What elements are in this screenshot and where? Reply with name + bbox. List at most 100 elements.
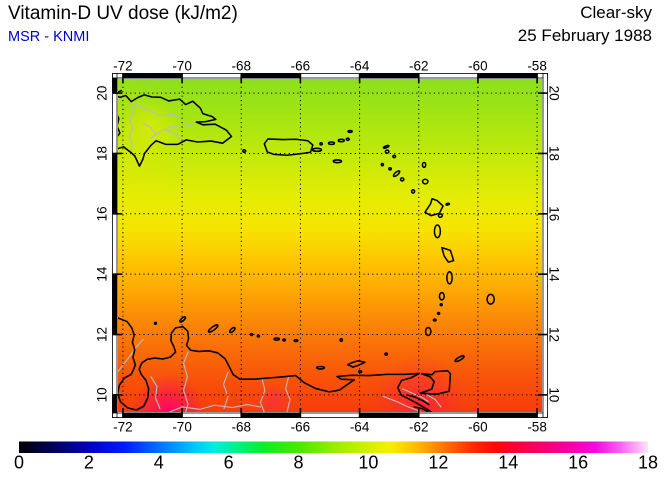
venezuela-river <box>259 378 266 413</box>
hispaniola-river <box>165 129 182 141</box>
barbuda-island <box>421 161 427 169</box>
colorbar-tick-label: 14 <box>498 453 518 473</box>
bequia-island <box>439 302 444 307</box>
axis-tick-label: -72 <box>113 59 133 74</box>
la-tortuga-island <box>315 365 326 370</box>
carriacou-island <box>432 318 437 322</box>
frame-inner-hairline <box>117 78 543 413</box>
st-croix-island <box>332 159 343 164</box>
axis-tick-label: -62 <box>409 420 429 435</box>
venezuela-river <box>150 376 161 410</box>
tobago-island <box>454 355 465 363</box>
axis-tick-label: 12 <box>95 327 110 342</box>
mona-island <box>241 149 247 154</box>
st-eustatius-island <box>388 167 393 171</box>
axis-tick-label: -58 <box>527 59 547 74</box>
colorbar-tick-label: 2 <box>84 453 94 473</box>
orinoco-delta-river <box>382 395 421 413</box>
axis-tick-label: -62 <box>409 59 429 74</box>
antigua-island <box>421 178 429 185</box>
venezuela-river <box>183 351 189 413</box>
axis-tick-label: -58 <box>527 420 547 435</box>
st-barth-island <box>392 154 397 159</box>
axis-tick-label: 10 <box>547 387 562 402</box>
axis-tick-label: 14 <box>547 267 562 283</box>
st-thomas-island <box>327 141 336 146</box>
axis-tick-label: -64 <box>350 420 370 435</box>
st-kitts-island <box>392 170 401 178</box>
axis-tick-label: 10 <box>95 387 110 402</box>
canouan-island <box>436 311 441 316</box>
aruba-island <box>179 316 187 323</box>
axis-tick-label: 20 <box>547 86 562 101</box>
los-testigos-island <box>384 352 389 356</box>
marie-galante-island <box>437 213 444 219</box>
source-label: MSR - KNMI <box>8 29 90 45</box>
axis-tick-label: 18 <box>95 146 110 161</box>
axis-tick-label: -72 <box>113 420 133 435</box>
anguilla-island <box>382 144 390 149</box>
guadeloupe-coast <box>424 197 444 217</box>
date-label: 25 February 1988 <box>517 26 652 45</box>
axis-tick-label: -66 <box>291 420 311 435</box>
puerto-rico-coast <box>263 138 314 157</box>
axis-tick-label: -60 <box>468 420 488 435</box>
venezuela-river <box>285 376 291 413</box>
colorbar-tick-label: 10 <box>358 453 378 473</box>
fancy-map-frame <box>112 73 548 418</box>
st-lucia-island <box>446 270 453 285</box>
los-monjes-island <box>153 321 158 326</box>
colorbar-tick-label: 12 <box>428 453 448 473</box>
rivers-and-borders-layer <box>116 102 442 413</box>
culebra-island <box>319 141 324 146</box>
hispaniola-coast <box>116 94 233 167</box>
axis-tick-label: -64 <box>350 59 370 74</box>
los-roques-islands <box>273 337 281 341</box>
page-title: Vitamin-D UV dose (kJ/m2) <box>8 3 238 24</box>
las-aves-islands <box>256 334 261 338</box>
margarita-coast <box>346 360 366 368</box>
axis-tick-label: -68 <box>231 420 251 435</box>
axis-tick-label: -70 <box>172 420 192 435</box>
graticule-layer <box>117 78 543 413</box>
axis-tick-label: -70 <box>172 59 192 74</box>
saba-island <box>380 162 385 167</box>
colorbar-tick-label: 18 <box>638 453 658 473</box>
map-canvas <box>116 77 543 413</box>
tortuga-island-coast <box>116 89 123 94</box>
hispaniola-river <box>150 122 196 139</box>
colorbar-tick-label: 6 <box>224 453 234 473</box>
coastline-layer <box>116 89 495 413</box>
grenada-island <box>424 326 432 337</box>
colorbar-tick-label: 4 <box>154 453 164 473</box>
la-desirade-island <box>445 202 451 206</box>
axis-tick-label: -60 <box>468 59 488 74</box>
la-orchila-island <box>293 338 299 343</box>
virgin-gorda-island <box>345 137 350 142</box>
las-aves-islands <box>249 332 254 337</box>
colorbar-tick-label: 0 <box>14 453 24 473</box>
orinoco-delta-channels <box>406 394 430 406</box>
axis-tick-label: -66 <box>291 59 311 74</box>
orinoco-delta-river <box>425 393 442 408</box>
venezuela-river <box>222 371 229 410</box>
venezuela-river <box>168 403 262 413</box>
venezuela-coast <box>116 317 435 413</box>
tortola-island <box>337 138 345 143</box>
vieques-island <box>311 147 323 153</box>
axis-tick-label: 14 <box>95 266 110 282</box>
orinoco-delta-channels <box>413 406 429 413</box>
condition-label: Clear-sky <box>580 3 652 22</box>
coche-island <box>357 369 363 374</box>
nevis-island <box>399 177 405 182</box>
st-vincent-island <box>438 291 445 301</box>
axis-tick-label: -68 <box>231 59 251 74</box>
uv-hotspot <box>116 77 194 223</box>
martinique-coast <box>441 246 455 263</box>
montserrat-island <box>410 189 416 194</box>
axis-tick-label: 16 <box>547 206 562 221</box>
hispaniola-river <box>135 103 182 119</box>
axis-tick-label: 20 <box>95 86 110 101</box>
colorbar-tick-label: 16 <box>568 453 588 473</box>
